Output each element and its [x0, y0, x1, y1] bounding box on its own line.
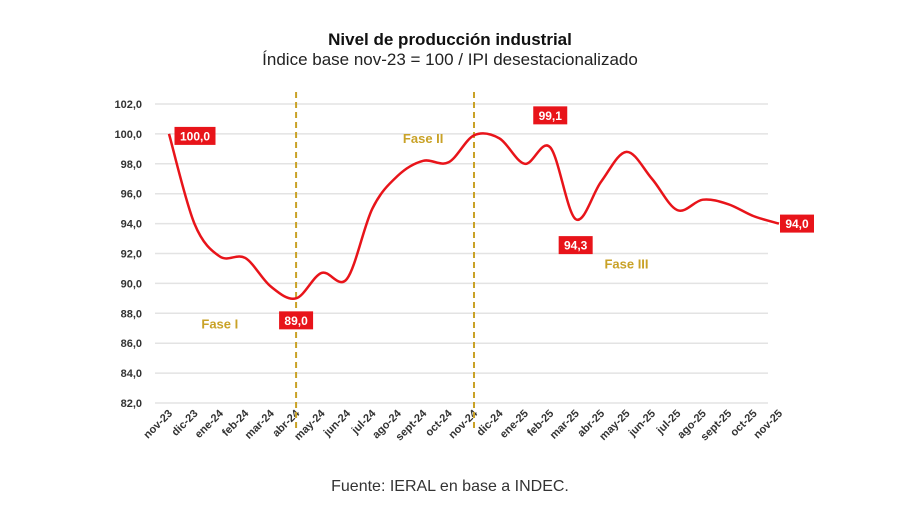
source-note: Fuente: IERAL en base a INDEC. — [331, 478, 569, 495]
x-tick-label: ene-24 — [193, 407, 227, 441]
y-tick-label: 92,0 — [121, 249, 142, 261]
phase-label: Fase I — [201, 316, 238, 331]
data-label-box — [533, 106, 568, 125]
data-label: 94,0 — [785, 217, 809, 231]
y-tick-label: 96,0 — [121, 189, 142, 201]
phase-label: Fase II — [403, 131, 443, 146]
y-tick-label: 90,0 — [121, 278, 142, 290]
y-tick-label: 86,0 — [121, 338, 142, 350]
y-tick-label: 84,0 — [121, 368, 142, 380]
y-tick-label: 100,0 — [114, 129, 142, 141]
phase-label: Fase III — [604, 256, 648, 271]
y-tick-label: 94,0 — [121, 219, 142, 231]
y-tick-label: 98,0 — [121, 159, 142, 171]
data-label-box — [174, 126, 216, 145]
data-label: 100,0 — [180, 129, 210, 143]
data-label: 94,3 — [564, 239, 588, 253]
chart-subtitle: Índice base nov-23 = 100 / IPI desestaci… — [262, 50, 638, 69]
x-tick-label: nov-23 — [142, 408, 176, 442]
x-tick-label: jun-24 — [321, 407, 354, 440]
data-label-box — [780, 214, 814, 233]
data-label: 89,0 — [284, 314, 308, 328]
x-tick-label: nov-25 — [752, 408, 786, 442]
x-tick-label: mar-24 — [243, 407, 278, 442]
data-label-box — [279, 311, 314, 330]
line-chart: 82,0 84,0 86,0 88,0 90,0 92,0 94,0 96,0 98,0 100,… — [114, 92, 814, 443]
x-tick-label: jun-25 — [626, 408, 658, 440]
data-label: 99,1 — [539, 109, 563, 123]
y-tick-label: 82,0 — [121, 398, 142, 410]
y-tick-label: 88,0 — [121, 308, 142, 320]
y-tick-label: 102,0 — [114, 99, 142, 111]
data-label-box — [558, 236, 593, 255]
chart-title: Nivel de producción industrial — [328, 30, 572, 49]
x-tick-label: ene-25 — [498, 408, 531, 441]
series-line — [167, 132, 780, 300]
x-tick-label: nov-24 — [447, 407, 481, 441]
